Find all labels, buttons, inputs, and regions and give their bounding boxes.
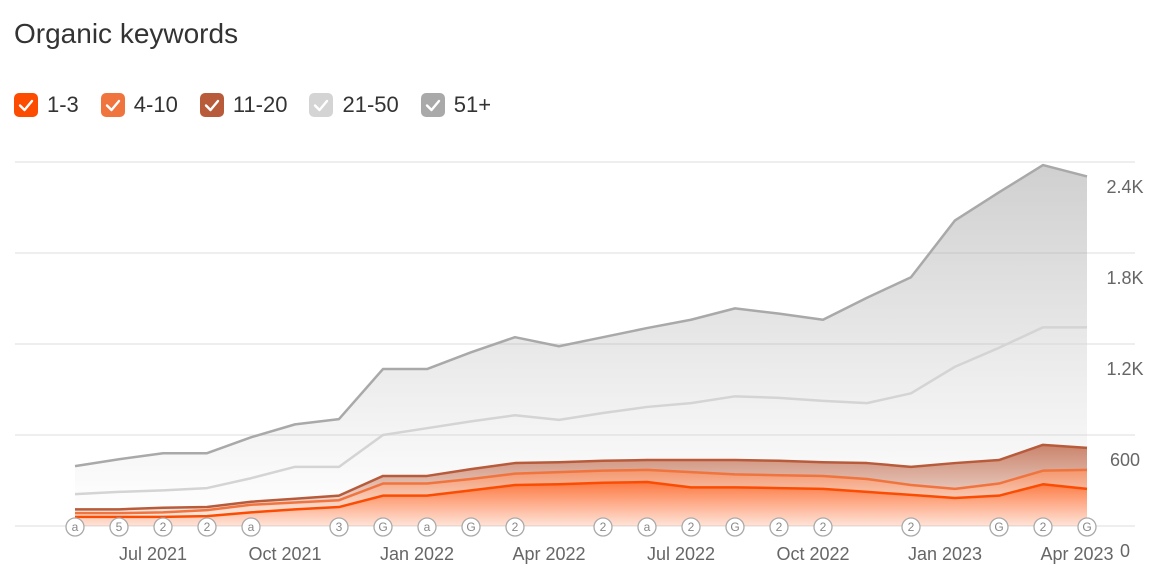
legend-label: 1-3	[47, 92, 79, 117]
area	[75, 444, 1087, 514]
event-marker	[901, 517, 921, 537]
event-marker	[241, 517, 261, 537]
legend-item[interactable]: 21-50	[309, 92, 399, 118]
event-marker	[109, 517, 129, 537]
event-label: 2	[820, 520, 827, 534]
area	[75, 469, 1087, 517]
event-label: 2	[160, 520, 167, 534]
event-marker	[329, 517, 349, 537]
legend-item[interactable]: 51+	[420, 92, 492, 118]
x-tick-label: Jan 2022	[380, 544, 454, 564]
event-label: 2	[688, 520, 695, 534]
event-label: a	[248, 520, 255, 534]
event-marker	[637, 517, 657, 537]
event-marker	[989, 517, 1009, 537]
event-label: G	[466, 520, 475, 534]
event-marker	[725, 517, 745, 537]
line	[75, 480, 1088, 519]
event-marker	[373, 517, 393, 537]
event-label: a	[424, 520, 431, 534]
event-marker	[1033, 517, 1053, 537]
event-label: 2	[512, 520, 519, 534]
legend-label: 4-10	[133, 92, 178, 117]
y-tick-label: 600	[1110, 450, 1140, 470]
event-label: 2	[1040, 520, 1047, 534]
y-tick-label: 1.8K	[1106, 268, 1143, 288]
chart-title: Organic keywords	[14, 18, 239, 49]
check-icon	[18, 99, 34, 112]
line	[75, 443, 1088, 511]
line	[74, 163, 1088, 468]
legend-item[interactable]: 1-3	[14, 92, 79, 118]
event-label: G	[994, 520, 1003, 534]
event-label: 2	[908, 520, 915, 534]
x-tick-label: Jul 2021	[119, 544, 187, 564]
event-label: 2	[776, 520, 783, 534]
line	[74, 326, 1087, 496]
x-tick-label: Jan 2023	[908, 544, 982, 564]
x-tick-label: Oct 2022	[776, 544, 849, 564]
event-marker	[153, 517, 173, 537]
event-label: 5	[116, 520, 123, 534]
legend: 1-3 4-10 11-20 21-50 51+	[14, 92, 491, 118]
y-tick-label: 1.2K	[1106, 359, 1143, 379]
y-tick-label: 2.4K	[1106, 177, 1143, 197]
event-marker	[505, 517, 525, 537]
x-tick-label: Oct 2021	[248, 544, 321, 564]
legend-checkbox[interactable]	[199, 93, 224, 117]
event-marker	[769, 517, 789, 537]
event-marker	[417, 517, 437, 537]
event-label: G	[1082, 520, 1091, 534]
legend-checkbox[interactable]	[14, 93, 38, 117]
check-icon	[425, 99, 440, 112]
check-icon	[204, 99, 220, 112]
event-label: a	[72, 520, 79, 534]
check-icon	[105, 99, 120, 112]
event-marker	[813, 517, 833, 537]
line	[75, 468, 1088, 515]
event-marker	[1077, 517, 1097, 537]
area	[75, 327, 1087, 510]
area	[75, 482, 1087, 526]
event-label: 2	[600, 520, 607, 534]
check-icon	[314, 99, 329, 112]
legend-checkbox[interactable]	[309, 93, 334, 117]
event-label: 3	[336, 520, 343, 534]
x-tick-label: Jul 2022	[647, 544, 715, 564]
area	[75, 165, 1087, 495]
event-marker	[65, 517, 85, 537]
event-marker	[461, 517, 481, 537]
legend-label: 21-50	[342, 92, 399, 117]
legend-checkbox[interactable]	[420, 93, 445, 117]
legend-item[interactable]: 11-20	[199, 92, 288, 118]
legend-label: 51+	[453, 92, 492, 117]
event-marker	[197, 517, 217, 537]
event-label: a	[644, 520, 651, 534]
event-label: G	[730, 520, 739, 534]
legend-item[interactable]: 4-10	[100, 92, 178, 118]
event-marker	[681, 517, 701, 537]
x-tick-label: Apr 2022	[512, 544, 585, 564]
event-label: 2	[204, 520, 211, 534]
legend-checkbox[interactable]	[100, 93, 125, 117]
y-tick-label: 0	[1120, 541, 1130, 561]
legend-label: 11-20	[232, 92, 288, 117]
x-tick-label: Apr 2023	[1040, 544, 1113, 564]
event-label: G	[378, 520, 387, 534]
event-marker	[593, 517, 613, 537]
